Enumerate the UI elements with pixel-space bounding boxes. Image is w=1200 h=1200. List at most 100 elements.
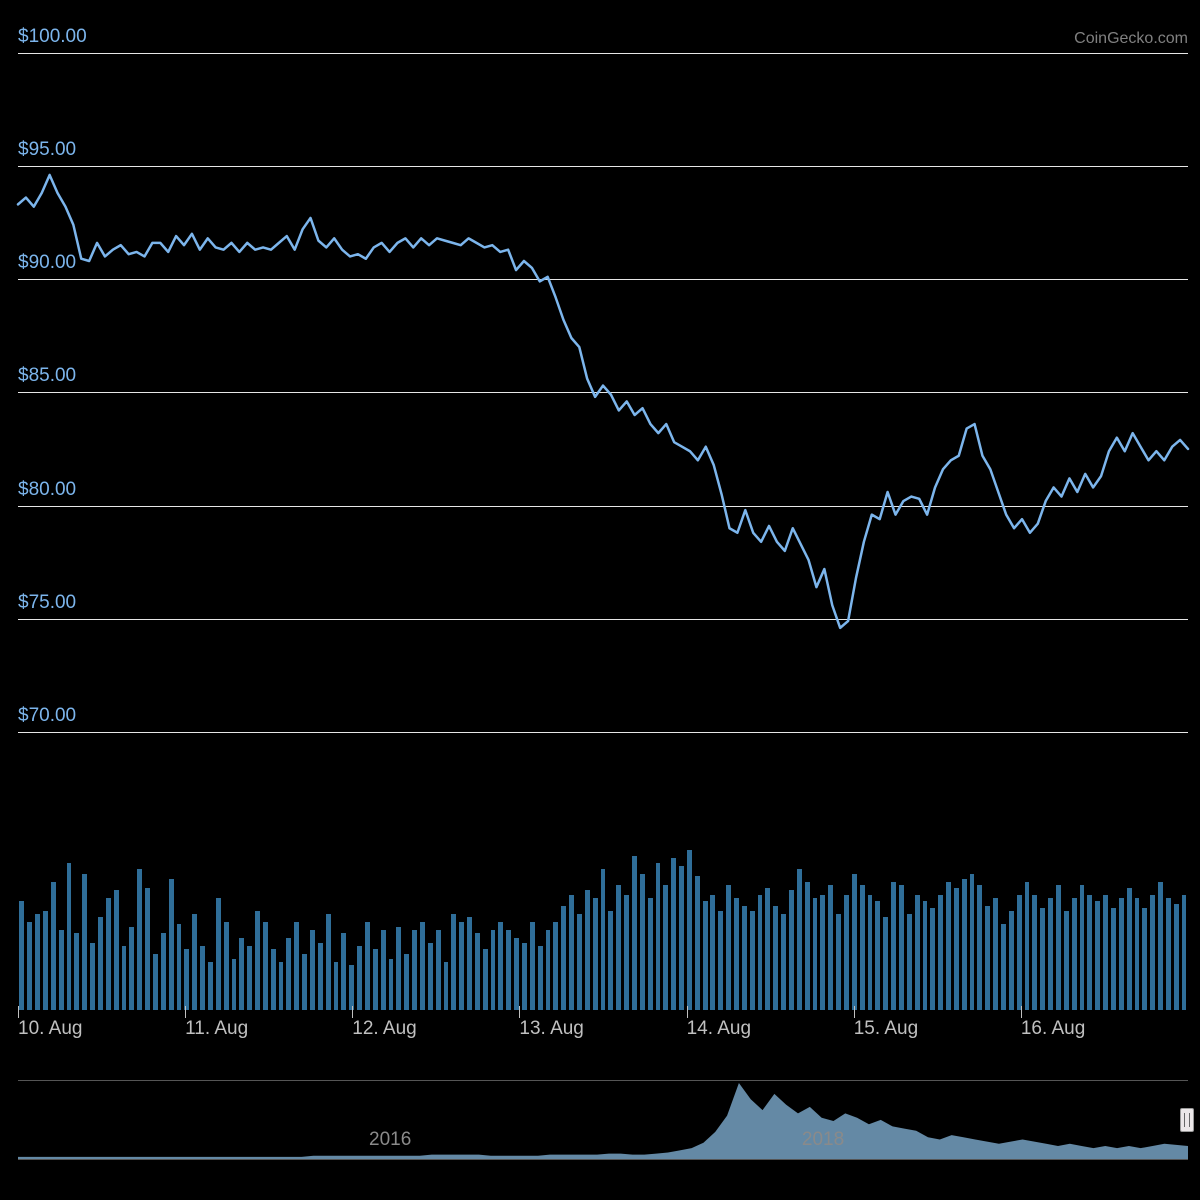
volume-bar [412,930,417,1010]
volume-bar [1064,911,1069,1010]
x-axis-label: 10. Aug [18,1018,82,1040]
volume-bar [459,922,464,1010]
volume-bar [1111,908,1116,1010]
volume-bar [381,930,386,1010]
volume-bar [74,933,79,1010]
navigator-year-label: 2016 [369,1129,411,1151]
volume-bar [389,959,394,1010]
volume-bar [169,879,174,1010]
volume-bar [813,898,818,1010]
volume-bar [773,906,778,1010]
volume-bar [444,962,449,1010]
volume-bar [302,954,307,1010]
volume-bar [985,906,990,1010]
volume-bar [286,938,291,1010]
x-axis-label: 13. Aug [519,1018,583,1040]
volume-bar [310,930,315,1010]
volume-bar [436,930,441,1010]
volume-bar [334,962,339,1010]
volume-bar [341,933,346,1010]
price-chart[interactable]: $100.00$95.00$90.00$85.00$80.00$75.00$70… [0,30,1200,800]
volume-bar [663,885,668,1010]
volume-bar [1056,885,1061,1010]
volume-bar [530,922,535,1010]
volume-bar [891,882,896,1010]
volume-bar [1135,898,1140,1010]
volume-bar [538,946,543,1010]
volume-bar [1150,895,1155,1010]
volume-bar [153,954,158,1010]
x-tick [352,1006,353,1018]
volume-bar [349,965,354,1010]
volume-bar [208,962,213,1010]
volume-bar [569,895,574,1010]
volume-bar [546,930,551,1010]
volume-bar [19,901,24,1010]
x-tick [519,1006,520,1018]
volume-bar [263,922,268,1010]
volume-bar [27,922,32,1010]
volume-bar [954,888,959,1010]
volume-bar [993,898,998,1010]
volume-bar [216,898,221,1010]
volume-bar [1080,885,1085,1010]
volume-bar [938,895,943,1010]
volume-bar [67,863,72,1010]
volume-bar [820,895,825,1010]
volume-bar [1009,911,1014,1010]
volume-bar [1025,882,1030,1010]
volume-bar [915,895,920,1010]
volume-bar [98,917,103,1010]
navigator[interactable]: 20162018 [18,1080,1188,1160]
volume-bar [624,895,629,1010]
x-axis-label: 15. Aug [854,1018,918,1040]
volume-bar [200,946,205,1010]
volume-bar [1182,895,1187,1010]
x-tick [687,1006,688,1018]
volume-chart[interactable] [18,850,1188,1010]
volume-bar [1119,898,1124,1010]
volume-bar [946,882,951,1010]
volume-bar [1174,904,1179,1010]
volume-bar [679,866,684,1010]
volume-bar [977,885,982,1010]
volume-bar [506,930,511,1010]
x-tick [854,1006,855,1018]
volume-bar [239,938,244,1010]
volume-bar [1001,924,1006,1010]
volume-bar [145,888,150,1010]
volume-bar [593,898,598,1010]
volume-bar [82,874,87,1010]
volume-bar [137,869,142,1010]
x-tick [1021,1006,1022,1018]
volume-bar [758,895,763,1010]
x-axis-labels: 10. Aug11. Aug12. Aug13. Aug14. Aug15. A… [18,1018,1188,1048]
volume-bar [1048,898,1053,1010]
volume-bar [789,890,794,1010]
navigator-area [18,1083,1188,1159]
x-tick [18,1006,19,1018]
volume-bar [930,908,935,1010]
volume-bar [1095,901,1100,1010]
volume-bar [561,906,566,1010]
volume-bar [742,906,747,1010]
volume-bar [1032,895,1037,1010]
volume-bar [396,927,401,1010]
volume-bar [373,949,378,1010]
volume-bar [852,874,857,1010]
volume-bar [899,885,904,1010]
volume-bar [875,901,880,1010]
volume-bar [868,895,873,1010]
volume-bar [1087,895,1092,1010]
volume-bar [467,917,472,1010]
volume-bar [710,895,715,1010]
volume-bar [279,962,284,1010]
volume-bar [224,922,229,1010]
volume-bar [734,898,739,1010]
volume-bar [656,863,661,1010]
x-axis-label: 11. Aug [185,1018,248,1040]
volume-bar [695,876,700,1010]
volume-bar [294,922,299,1010]
volume-bar [318,943,323,1010]
volume-bar [271,949,276,1010]
